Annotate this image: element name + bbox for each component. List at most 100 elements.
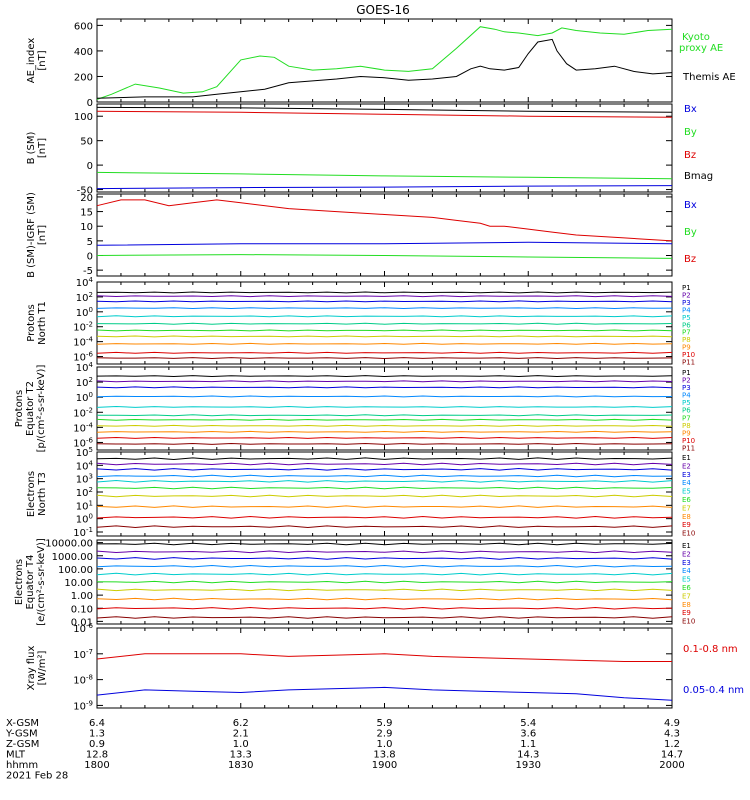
y-axis-label: Electrons (26, 471, 37, 517)
y-tick-exp: -8 (86, 674, 93, 682)
y-tick-label: 105 (76, 446, 93, 459)
channel-line-e5 (96, 572, 673, 576)
legend-p9: P9 (682, 429, 691, 437)
y-tick-base: 10 (73, 528, 86, 539)
y-tick-exp: -2 (86, 321, 93, 329)
channel-line-e4 (96, 564, 673, 568)
y-tick-label: 1000.00 (52, 552, 93, 563)
footer-value: 2.1 (233, 729, 249, 740)
legend-p7: P7 (682, 414, 691, 422)
channel-line-p10 (96, 436, 673, 439)
legend-p10: P10 (682, 351, 695, 359)
footer-value: 1.0 (233, 739, 249, 750)
legend-e10: E10 (682, 618, 695, 626)
legend-themis-ae: Themis AE (682, 72, 736, 83)
footer-value: 14.3 (517, 750, 539, 761)
footer-value: 6.4 (89, 718, 105, 729)
legend-p1: P1 (682, 284, 691, 292)
channel-line-p1 (96, 375, 673, 378)
channel-line-p4 (96, 395, 673, 398)
y-tick-base: 10 (73, 408, 86, 419)
footer-value: 4.3 (664, 729, 680, 740)
legend-bx-igrf: Bx (684, 200, 697, 211)
y-axis-label: Electrons (14, 559, 25, 605)
legend-proxy-ae: proxy AE (679, 43, 723, 54)
y-tick-exp: -1 (86, 526, 93, 534)
channel-line-e1 (96, 457, 673, 461)
footer-value: 1800 (84, 760, 109, 771)
y-tick-label: -5 (83, 266, 93, 277)
y-tick-label: 102 (76, 376, 93, 389)
y-tick-base: 10 (76, 393, 89, 404)
y-axis-label: Equator T2 (25, 381, 36, 436)
series-line-0-1-0-8-nm (96, 653, 672, 662)
y-tick-label: 200 (74, 72, 93, 83)
y-axis-label: North T1 (37, 301, 48, 345)
y-tick-label: 104 (76, 459, 94, 472)
channel-line-e10 (96, 616, 673, 619)
y-tick-base: 10 (76, 278, 89, 289)
y-tick-label: 10-2 (73, 406, 93, 419)
series-line-by (96, 171, 673, 180)
y-tick-base: 10 (76, 488, 89, 499)
footer-value: 3.6 (520, 729, 536, 740)
legend-p5: P5 (682, 399, 691, 407)
y-tick-label: 103 (76, 473, 93, 486)
series-line-bx (96, 185, 673, 190)
footer-label: X-GSM (6, 718, 39, 729)
footer-value: 5.9 (377, 718, 393, 729)
y-tick-label: 104 (76, 361, 94, 374)
footer-value: 12.8 (86, 750, 108, 761)
y-tick-label: 10-6 (73, 351, 93, 364)
footer-value: 1900 (372, 760, 397, 771)
y-tick-exp: 1 (89, 499, 93, 507)
channel-line-p2 (96, 295, 673, 298)
footer-value: 4.9 (664, 718, 680, 729)
legend-e1: E1 (682, 454, 691, 462)
y-tick-label: 50 (80, 137, 93, 148)
y-axis-label: Xray flux (26, 646, 37, 691)
y-tick-base: 10 (76, 501, 89, 512)
y-tick-base: 10 (76, 515, 89, 526)
y-tick-label: 5 (87, 237, 93, 248)
legend-p4: P4 (682, 392, 691, 400)
y-tick-exp: 2 (89, 486, 93, 494)
legend-p6: P6 (682, 321, 691, 329)
y-tick-exp: 0 (89, 513, 93, 521)
y-tick-label: 0.10 (71, 604, 93, 615)
legend-e2: E2 (682, 462, 691, 470)
channel-line-p7 (96, 329, 673, 332)
channel-line-e4 (96, 474, 673, 478)
legend-p3: P3 (682, 384, 691, 392)
legend-p10: P10 (682, 437, 695, 445)
y-tick-label: 0 (87, 161, 93, 172)
y-tick-exp: -4 (86, 336, 94, 344)
y-tick-base: 10 (76, 461, 89, 472)
legend-e3: E3 (682, 559, 691, 567)
y-tick-base: 10 (76, 308, 89, 319)
legend-e4: E4 (682, 567, 691, 575)
channel-line-p11 (96, 357, 673, 360)
y-tick-exp: -2 (86, 406, 93, 414)
legend-e1: E1 (682, 542, 691, 550)
y-axis-label: Equator T4 (25, 555, 36, 610)
y-tick-base: 10 (76, 475, 89, 486)
footer-value: 5.4 (520, 718, 536, 729)
y-tick-label: 102 (76, 291, 93, 304)
y-axis-label: [nT] (37, 138, 48, 158)
footer-value: 1830 (228, 760, 253, 771)
channel-line-e8 (96, 505, 673, 508)
y-tick-exp: 2 (89, 376, 93, 384)
y-tick-base: 10 (76, 363, 89, 374)
footer-label: 2021 Feb 28 (6, 771, 68, 782)
y-tick-label: 15 (80, 208, 93, 219)
panel-frame (96, 103, 673, 193)
channel-line-p2 (96, 380, 673, 383)
y-axis-label: B (SM)-IGRF (SM) (26, 192, 37, 278)
y-tick-label: 0 (87, 98, 93, 109)
legend-e3: E3 (682, 471, 691, 479)
y-tick-label: 20 (80, 193, 93, 204)
y-tick-label: 0.01 (71, 617, 93, 628)
y-tick-label: 1.00 (71, 591, 93, 602)
